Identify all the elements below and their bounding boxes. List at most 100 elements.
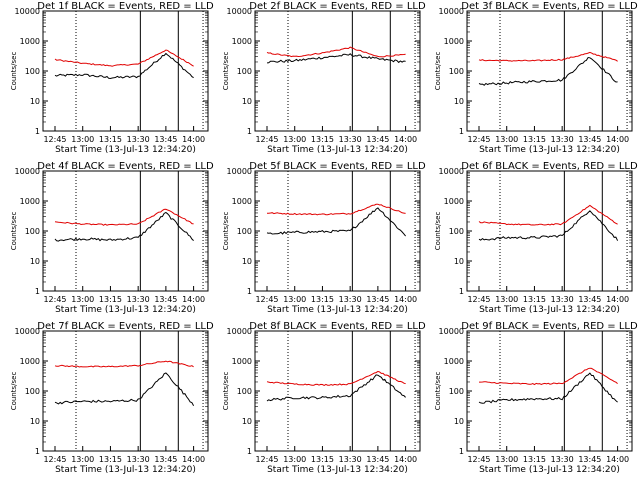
chart-panel-7: Det 7f BLACK = Events, RED = LLD 1 10 100 10… [10, 321, 214, 475]
y-tick-label: 10000 [15, 7, 40, 16]
x-tick-label: 13:45 [366, 295, 389, 304]
y-tick-label: 1000 [20, 357, 40, 366]
x-tick-label: 14:00 [394, 135, 417, 144]
x-tick-label: 13:15 [311, 455, 334, 464]
x-tick-label: 14:00 [606, 295, 629, 304]
x-tick-label: 13:00 [495, 455, 518, 464]
x-tick-label: 13:00 [71, 295, 94, 304]
x-tick-label: 13:00 [495, 295, 518, 304]
y-tick-label: 10 [30, 97, 40, 106]
plot-frame [466, 10, 633, 132]
x-tick-label: 12:45 [255, 455, 278, 464]
x-tick-label: 13:15 [99, 135, 122, 144]
series-line-lld [478, 204, 618, 226]
y-axis-label: Counts/sec [434, 212, 442, 251]
series-line-events [478, 372, 618, 404]
x-tick-label: 13:15 [99, 455, 122, 464]
x-axis-label: Start Time (13-Jul-13 12:34:20) [55, 145, 196, 155]
series-line-lld [266, 46, 406, 58]
x-tick-label: 13:15 [311, 295, 334, 304]
x-tick-label: 13:30 [551, 295, 574, 304]
y-tick-label: 1 [35, 127, 40, 136]
y-tick-label: 100 [25, 227, 40, 236]
x-tick-label: 12:45 [467, 135, 490, 144]
y-axis-label: Counts/sec [10, 212, 18, 251]
y-tick-label: 1000 [232, 37, 252, 46]
chart-title: Det 9f BLACK = Events, RED = LLD [461, 321, 638, 332]
series-line-lld [266, 370, 406, 386]
y-tick-label: 1 [247, 287, 252, 296]
y-tick-label: 10 [454, 417, 464, 426]
series-line-lld [267, 203, 406, 216]
x-axis-label: Start Time (13-Jul-13 12:34:20) [267, 305, 408, 315]
series-line-events [266, 53, 406, 64]
x-tick-label: 12:45 [255, 295, 278, 304]
y-axis-label: Counts/sec [10, 52, 18, 91]
x-tick-label: 12:45 [467, 455, 490, 464]
y-tick-label: 10 [242, 97, 252, 106]
series-line-events [266, 207, 406, 237]
plot-frame [254, 10, 421, 132]
x-tick-label: 12:45 [255, 135, 278, 144]
x-tick-label: 13:15 [523, 135, 546, 144]
y-tick-label: 1 [35, 287, 40, 296]
plot-frame [42, 10, 209, 132]
x-tick-label: 13:30 [551, 135, 574, 144]
y-tick-label: 1000 [232, 357, 252, 366]
y-tick-label: 1000 [20, 37, 40, 46]
y-tick-label: 1 [459, 127, 464, 136]
y-tick-label: 10000 [227, 167, 252, 176]
y-tick-label: 10 [454, 97, 464, 106]
y-axis-label: Counts/sec [434, 52, 442, 91]
x-tick-label: 13:15 [523, 295, 546, 304]
x-tick-label: 13:45 [578, 455, 601, 464]
y-tick-label: 10000 [439, 7, 464, 16]
y-tick-label: 1000 [20, 197, 40, 206]
series-line-events [478, 56, 618, 86]
chart-title: Det 1f BLACK = Events, RED = LLD [37, 1, 214, 12]
series-line-lld [54, 360, 194, 368]
y-tick-label: 10 [242, 257, 252, 266]
y-tick-label: 100 [237, 387, 252, 396]
y-tick-label: 1 [247, 127, 252, 136]
y-axis-label: Counts/sec [10, 372, 18, 411]
series-line-events [478, 210, 619, 241]
chart-panel-2: Det 2f BLACK = Events, RED = LLD 1 10 100 10… [222, 1, 426, 155]
x-tick-label: 13:45 [154, 295, 177, 304]
y-tick-label: 10000 [15, 327, 40, 336]
chart-title: Det 3f BLACK = Events, RED = LLD [461, 1, 638, 12]
x-tick-label: 14:00 [394, 295, 417, 304]
chart-panel-9: Det 9f BLACK = Events, RED = LLD 1 10 100 10… [434, 321, 638, 475]
x-tick-label: 13:00 [283, 135, 306, 144]
series-line-events [54, 52, 194, 80]
chart-title: Det 7f BLACK = Events, RED = LLD [37, 321, 214, 332]
y-tick-label: 1000 [232, 197, 252, 206]
x-tick-label: 13:45 [366, 135, 389, 144]
chart-panel-1: Det 1f BLACK = Events, RED = LLD 1 10 100 10… [10, 1, 214, 155]
x-tick-label: 13:30 [339, 455, 362, 464]
chart-title: Det 8f BLACK = Events, RED = LLD [249, 321, 426, 332]
x-tick-label: 12:45 [43, 295, 66, 304]
x-tick-label: 13:45 [366, 455, 389, 464]
y-tick-label: 1 [459, 287, 464, 296]
y-tick-label: 1 [247, 447, 252, 456]
series-line-lld [479, 367, 618, 386]
x-tick-label: 13:30 [339, 135, 362, 144]
series-line-events [54, 211, 194, 242]
x-tick-label: 13:00 [71, 135, 94, 144]
y-tick-label: 10000 [15, 167, 40, 176]
y-axis-label: Counts/sec [222, 212, 230, 251]
series-line-events [266, 374, 406, 402]
y-tick-label: 10000 [227, 327, 252, 336]
x-tick-label: 14:00 [606, 135, 629, 144]
x-axis-label: Start Time (13-Jul-13 12:34:20) [55, 305, 196, 315]
chart-panel-8: Det 8f BLACK = Events, RED = LLD 1 10 100 10… [222, 321, 426, 475]
x-tick-label: 13:30 [551, 455, 574, 464]
chart-title: Det 6f BLACK = Events, RED = LLD [461, 161, 638, 172]
chart-panel-5: Det 5f BLACK = Events, RED = LLD 1 10 100 10… [222, 161, 426, 315]
y-tick-label: 1000 [444, 197, 464, 206]
x-tick-label: 13:15 [523, 455, 546, 464]
x-axis-label: Start Time (13-Jul-13 12:34:20) [267, 145, 408, 155]
series-line-lld [54, 208, 194, 226]
